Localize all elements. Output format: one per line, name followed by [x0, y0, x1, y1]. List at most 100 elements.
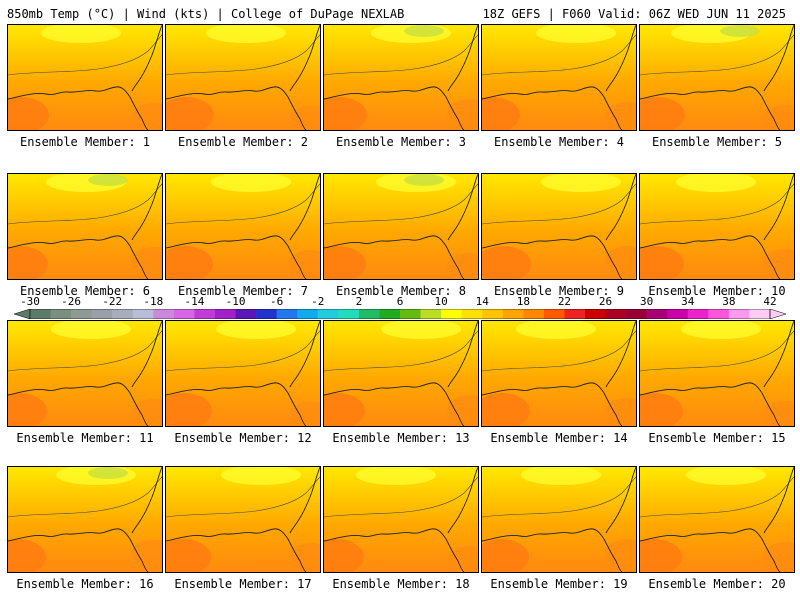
colorbar-swatch — [482, 309, 504, 319]
colorbar-swatch — [543, 309, 565, 319]
colorbar-tick-label: -2 — [311, 295, 325, 308]
ensemble-member-map — [639, 24, 795, 131]
colorbar-swatch — [91, 309, 113, 319]
colorbar-swatch — [420, 309, 442, 319]
colorbar-swatch — [564, 309, 586, 319]
colorbar-tick-label: -22 — [102, 295, 123, 308]
ensemble-member-map — [323, 320, 479, 427]
colorbar-swatch — [153, 309, 175, 319]
ensemble-member-label: Ensemble Member: 20 — [648, 577, 786, 591]
colorbar-swatch — [667, 309, 689, 319]
ensemble-member-label: Ensemble Member: 16 — [16, 577, 154, 591]
temperature-colorbar — [14, 309, 786, 319]
ensemble-member-map — [165, 466, 321, 573]
ensemble-member-map — [7, 320, 163, 427]
colorbar-swatch — [297, 309, 319, 319]
colorbar-swatch — [30, 309, 51, 319]
ensemble-member-map — [639, 320, 795, 427]
colorbar-tick-label: 10 — [434, 295, 448, 308]
ensemble-member-map — [323, 24, 479, 131]
colorbar-swatch — [646, 309, 668, 319]
ensemble-member-label: Ensemble Member: 3 — [335, 135, 467, 149]
ensemble-member-map — [639, 173, 795, 280]
ensemble-member-label: Ensemble Member: 10 — [648, 284, 786, 298]
ensemble-member-map — [639, 466, 795, 573]
colorbar-swatch — [338, 309, 360, 319]
ensemble-member-label: Ensemble Member: 1 — [19, 135, 151, 149]
colorbar-tick-label: -6 — [270, 295, 284, 308]
ensemble-member-map — [165, 24, 321, 131]
ensemble-member-label: Ensemble Member: 13 — [332, 431, 470, 445]
colorbar-swatch — [461, 309, 483, 319]
colorbar-labels: -30 -26 -22 -18 -14 -10 -6 -2 2 6 10 14 18 22 26 30 34 38… — [0, 295, 800, 309]
colorbar-swatch — [400, 309, 421, 319]
colorbar-tick-label: -26 — [61, 295, 82, 308]
ensemble-member-label: Ensemble Member: 12 — [174, 431, 312, 445]
ensemble-member-label: Ensemble Member: 11 — [16, 431, 154, 445]
colorbar-swatch — [71, 309, 92, 319]
ensemble-member-map — [481, 466, 637, 573]
colorbar-tick-label: 22 — [557, 295, 572, 308]
colorbar-swatch — [687, 309, 709, 319]
ensemble-member-map — [323, 173, 479, 280]
colorbar-swatch — [276, 309, 298, 319]
colorbar-tick-label: 42 — [763, 295, 777, 308]
model-run-info: 18Z GEFS | F060 Valid: 06Z WED JUN 11 20… — [482, 7, 786, 21]
colorbar-swatch — [112, 309, 134, 319]
ensemble-member-label: Ensemble Member: 8 — [335, 284, 467, 298]
colorbar-swatch — [358, 309, 380, 319]
colorbar-tick-label: -10 — [225, 295, 246, 308]
ensemble-member-label: Ensemble Member: 2 — [177, 135, 309, 149]
colorbar-swatch — [173, 309, 195, 319]
ensemble-member-label: Ensemble Member: 5 — [651, 135, 783, 149]
colorbar-tick-label: 30 — [640, 295, 654, 308]
colorbar-tick-label: 38 — [722, 295, 736, 308]
colorbar-swatch — [502, 309, 524, 319]
ensemble-member-map — [7, 24, 163, 131]
ensemble-member-label: Ensemble Member: 6 — [19, 284, 151, 298]
colorbar-swatch — [379, 309, 401, 319]
ensemble-member-label: Ensemble Member: 17 — [174, 577, 312, 591]
colorbar-tick-label: 2 — [355, 295, 363, 308]
ensemble-member-map — [323, 466, 479, 573]
colorbar-tick-label: 18 — [516, 295, 530, 308]
colorbar-tick-label: -30 — [20, 295, 40, 308]
ensemble-member-label: Ensemble Member: 7 — [177, 284, 309, 298]
colorbar-swatch — [235, 309, 257, 319]
colorbar-swatch — [50, 309, 72, 319]
colorbar-swatch — [317, 309, 339, 319]
colorbar-tick-label: 6 — [396, 295, 404, 308]
ensemble-member-map — [7, 173, 163, 280]
colorbar-swatch — [749, 309, 771, 319]
colorbar-swatch — [585, 309, 606, 319]
map-title: 850mb Temp (°C) | Wind (kts) | College o… — [7, 7, 405, 21]
ensemble-member-map — [7, 466, 163, 573]
ensemble-member-label: Ensemble Member: 18 — [332, 577, 470, 591]
ensemble-member-label: Ensemble Member: 15 — [648, 431, 786, 445]
colorbar-swatch — [708, 309, 730, 319]
ensemble-member-label: Ensemble Member: 9 — [493, 284, 625, 298]
colorbar-swatch — [728, 309, 750, 319]
colorbar-swatch — [256, 309, 277, 319]
colorbar-tick-label: 34 — [681, 295, 695, 308]
ensemble-member-map — [481, 320, 637, 427]
colorbar-tick-label: 26 — [598, 295, 613, 308]
ensemble-member-label: Ensemble Member: 4 — [493, 135, 625, 149]
colorbar-swatch — [523, 309, 545, 319]
ensemble-member-map — [481, 173, 637, 280]
colorbar-swatch — [605, 309, 627, 319]
ensemble-member-map — [165, 173, 321, 280]
colorbar-tick-label: 14 — [475, 295, 489, 308]
colorbar-min-arrow — [14, 309, 31, 319]
colorbar-swatch — [194, 309, 216, 319]
colorbar-swatch — [132, 309, 154, 319]
colorbar-swatch — [441, 309, 462, 319]
colorbar-tick-label: -14 — [184, 295, 205, 308]
ensemble-member-label: Ensemble Member: 14 — [490, 431, 628, 445]
ensemble-member-map — [165, 320, 321, 427]
colorbar-swatch — [215, 309, 236, 319]
ensemble-member-map — [481, 24, 637, 131]
ensemble-member-label: Ensemble Member: 19 — [490, 577, 628, 591]
colorbar-swatch — [626, 309, 647, 319]
colorbar-tick-label: -18 — [143, 295, 164, 308]
